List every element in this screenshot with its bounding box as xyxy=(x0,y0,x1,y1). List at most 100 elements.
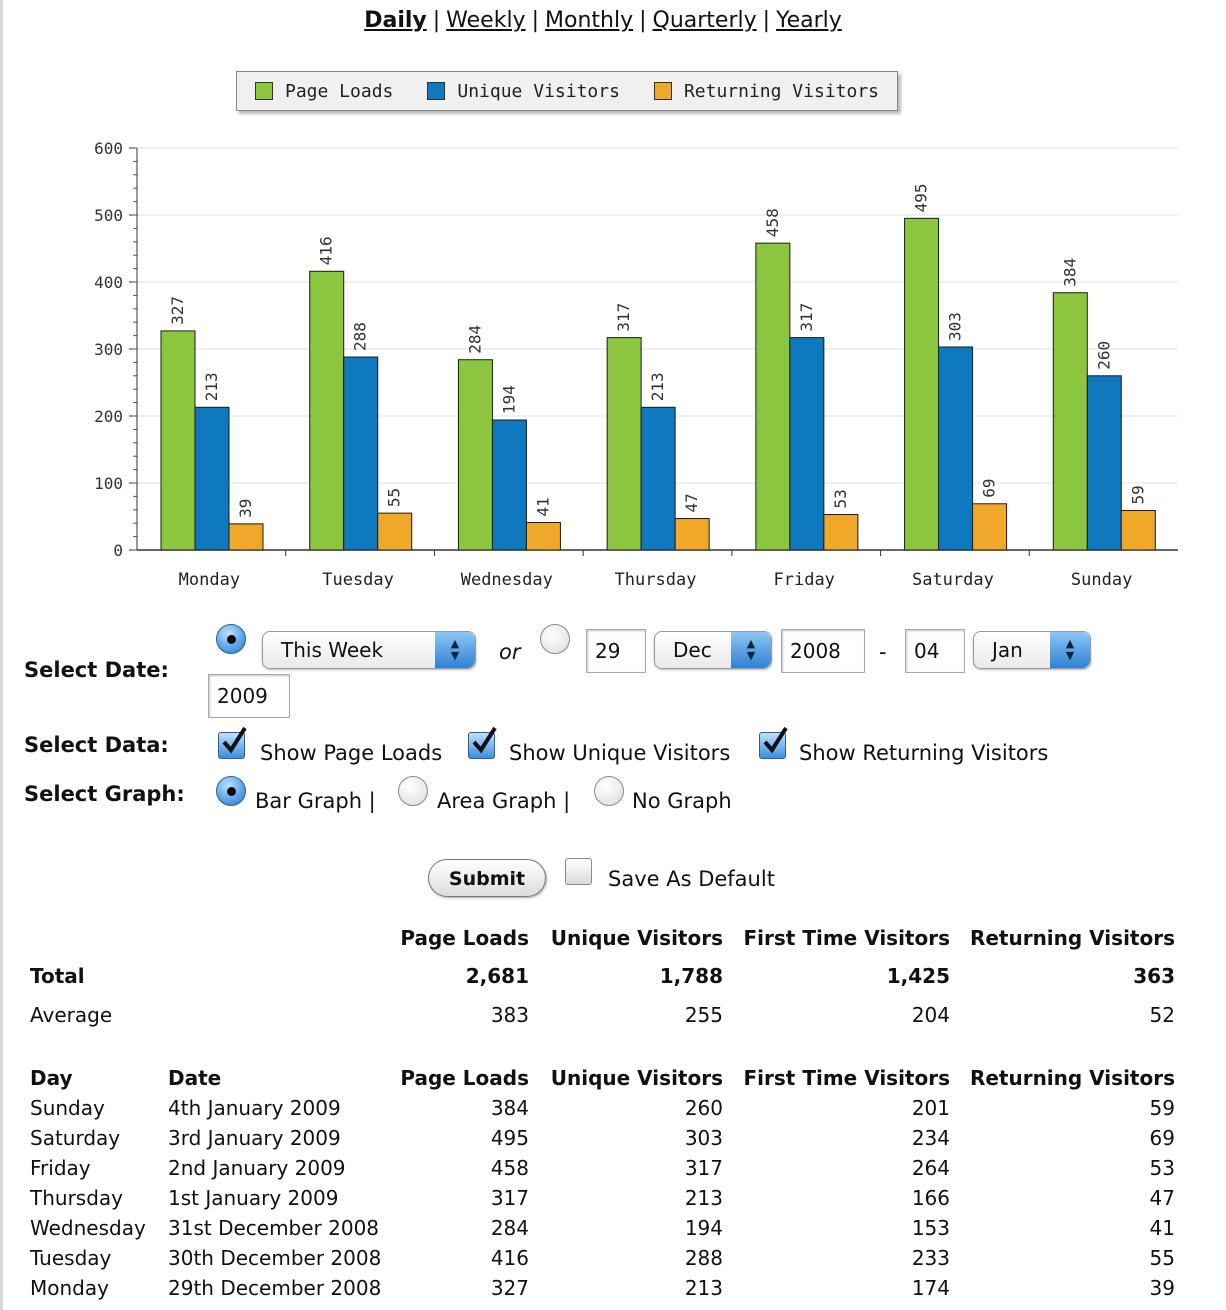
legend-swatch xyxy=(255,82,273,100)
summary-header: Unique Visitors xyxy=(550,926,723,950)
table-cell: 495 xyxy=(490,1126,529,1150)
x-tick-label: Wednesday xyxy=(461,570,553,590)
table-cell: 317 xyxy=(684,1156,723,1180)
from-year-input[interactable]: 2008 xyxy=(781,629,865,673)
bar xyxy=(674,518,710,551)
nav-separator: | xyxy=(639,8,647,33)
show-unique-visitors-label: Show Unique Visitors xyxy=(509,741,731,765)
bar-value-label: 194 xyxy=(499,385,518,414)
bar xyxy=(525,522,561,551)
checkbox-save-default[interactable] xyxy=(565,858,592,885)
table-cell: 53 xyxy=(1149,1156,1175,1180)
average-value: 52 xyxy=(1149,1003,1175,1027)
summary-header: Returning Visitors xyxy=(969,926,1175,950)
bar-value-label: 384 xyxy=(1060,258,1079,287)
y-tick-label: 600 xyxy=(94,139,123,158)
legend-item-page-loads: Page Loads xyxy=(255,81,393,102)
table-cell: Thursday xyxy=(30,1186,123,1210)
legend-label: Returning Visitors xyxy=(683,80,880,102)
nav-quarterly[interactable]: Quarterly xyxy=(652,8,757,33)
table-cell: 384 xyxy=(490,1096,529,1120)
average-label: Average xyxy=(30,1003,113,1027)
bar-value-label: 303 xyxy=(946,312,965,341)
bar-value-label: 39 xyxy=(236,499,255,518)
table-cell: 30th December 2008 xyxy=(168,1246,382,1270)
table-cell: Monday xyxy=(30,1276,109,1300)
bar-value-label: 284 xyxy=(465,325,484,354)
from-day-input[interactable]: 29 xyxy=(586,629,646,673)
from-month-select[interactable]: Dec ▲ ▼ xyxy=(654,631,772,669)
to-year-input[interactable]: 2009 xyxy=(208,674,290,718)
y-tick-label: 400 xyxy=(94,273,123,292)
legend-item-unique-visitors: Unique Visitors xyxy=(427,81,620,102)
table-cell: 59 xyxy=(1149,1096,1175,1120)
table-cell: 166 xyxy=(911,1186,950,1210)
nav-separator: | xyxy=(432,8,441,33)
to-day-input[interactable]: 04 xyxy=(905,629,965,673)
table-cell: Wednesday xyxy=(30,1216,146,1240)
radio-custom-range[interactable] xyxy=(540,624,570,654)
bar-graph-label: Bar Graph | xyxy=(255,789,376,813)
bar xyxy=(491,419,527,551)
table-cell: 213 xyxy=(684,1276,723,1300)
table-cell: 2nd January 2009 xyxy=(168,1156,346,1180)
radio-no-graph[interactable] xyxy=(594,776,624,806)
legend-item-returning-visitors: Returning Visitors xyxy=(653,80,880,102)
bar xyxy=(904,217,940,551)
bar xyxy=(309,270,345,551)
table-cell: 4th January 2009 xyxy=(168,1096,341,1120)
legend-label: Unique Visitors xyxy=(457,80,620,102)
bar-value-label: 69 xyxy=(980,479,999,498)
checkbox-returning-visitors[interactable] xyxy=(759,726,788,759)
show-page-loads-label: Show Page Loads xyxy=(260,741,443,765)
bar xyxy=(755,242,791,551)
checkmark-icon xyxy=(763,726,788,754)
table-cell: 213 xyxy=(684,1186,723,1210)
table-cell: 260 xyxy=(684,1096,723,1120)
x-tick-label: Sunday xyxy=(1071,570,1132,590)
or-label: or xyxy=(499,640,521,664)
table-cell: 3rd January 2009 xyxy=(168,1126,341,1150)
bar-chart: 0 100 200 300 400 500 600 327 213 39 Monday 416 288 5… xyxy=(94,139,1178,590)
daily-header: Page Loads xyxy=(400,1066,529,1090)
period-select-value: This Week xyxy=(281,638,384,662)
bar-value-label: 458 xyxy=(763,208,782,237)
table-cell: 233 xyxy=(911,1246,950,1270)
radio-preset-period[interactable] xyxy=(216,624,246,654)
bar xyxy=(789,337,825,551)
table-cell: 458 xyxy=(490,1156,529,1180)
legend-swatch xyxy=(427,82,446,100)
checkbox-page-loads[interactable] xyxy=(218,726,247,759)
table-cell: Saturday xyxy=(30,1126,121,1150)
bar xyxy=(1086,375,1122,551)
bar-value-label: 260 xyxy=(1094,341,1113,370)
radio-bar-graph[interactable] xyxy=(216,776,246,806)
nav-yearly[interactable]: Yearly xyxy=(776,8,842,33)
nav-weekly[interactable]: Weekly xyxy=(446,8,526,33)
bar xyxy=(606,337,642,551)
bar-value-label: 327 xyxy=(168,296,187,325)
nav-daily[interactable]: Daily xyxy=(364,8,427,33)
select-arrows-icon: ▲ ▼ xyxy=(1050,632,1090,668)
nav-monthly[interactable]: Monthly xyxy=(545,8,634,33)
to-month-select[interactable]: Jan ▲ ▼ xyxy=(973,631,1091,669)
select-arrows-icon: ▲ ▼ xyxy=(435,632,475,668)
bar-value-label: 317 xyxy=(614,303,633,332)
table-cell: 416 xyxy=(490,1246,529,1270)
average-value: 383 xyxy=(490,1003,529,1027)
bar-value-label: 53 xyxy=(831,489,850,508)
radio-area-graph[interactable] xyxy=(398,776,428,806)
table-cell: 55 xyxy=(1149,1246,1175,1270)
period-select[interactable]: This Week ▲ ▼ xyxy=(262,631,476,669)
checkbox-unique-visitors[interactable] xyxy=(468,726,497,759)
no-graph-label: No Graph xyxy=(632,789,732,813)
bar-value-label: 41 xyxy=(533,497,552,516)
table-cell: 234 xyxy=(911,1126,950,1150)
x-tick-label: Thursday xyxy=(615,570,697,590)
total-value: 2,681 xyxy=(465,964,529,988)
daily-header: Date xyxy=(168,1066,222,1090)
bar xyxy=(823,513,859,551)
submit-button[interactable]: Submit xyxy=(428,859,546,897)
table-cell: Sunday xyxy=(30,1096,105,1120)
table-cell: 174 xyxy=(911,1276,950,1300)
